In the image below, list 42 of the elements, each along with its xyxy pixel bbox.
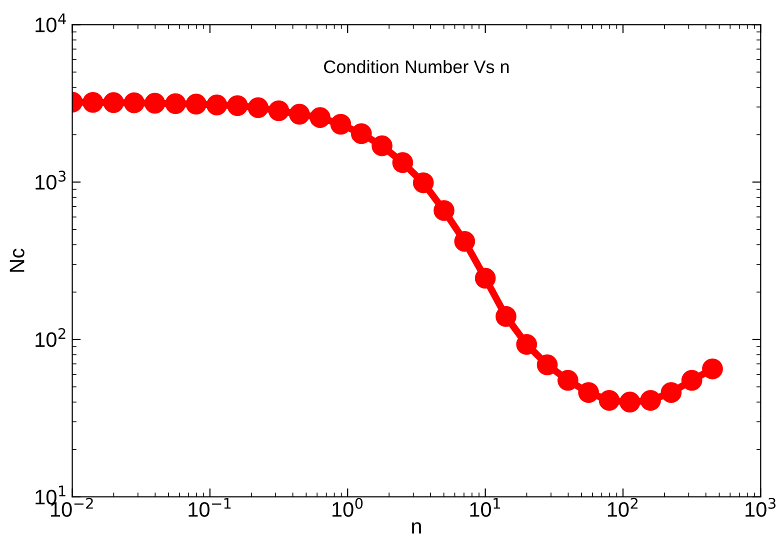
x-tick-label: 10$^{0}$ [332,498,363,517]
x-axis-title: n [412,522,421,534]
y-tick-label: 10$^{2}$ [36,328,66,348]
point [227,95,248,116]
point [103,92,124,113]
y-tick-label: 10$^{3}$ [36,170,66,190]
point [474,268,496,289]
point [454,230,476,252]
y-axis-title: Nc [10,248,24,272]
point [681,370,702,391]
point [640,390,661,411]
point [412,172,434,194]
point [82,92,104,113]
point [186,94,207,115]
x-tick-label: 10$^{3}$ [746,498,776,517]
point [310,107,331,128]
x-tick-label: 10$^{2}$ [608,498,638,517]
x-tick-label: 10$^{1}$ [470,498,500,517]
point [516,334,538,355]
point [330,114,352,135]
point [248,97,269,118]
point [434,200,454,221]
point [392,152,414,174]
point [144,92,166,114]
point [619,392,640,413]
point [536,354,558,376]
text: Condition Number Vs n [324,60,509,74]
point [578,382,599,403]
point [350,123,372,144]
point [165,93,186,114]
point [496,306,516,327]
x-tick-label: 10$^{−1}$ [188,498,231,517]
point [124,92,145,114]
point [558,370,578,391]
point [372,135,392,156]
point [702,358,723,380]
point [289,104,310,125]
point [268,100,290,122]
point [598,390,620,411]
point [206,94,228,116]
point [660,382,682,403]
y-tick-label: 10$^{4}$ [36,14,66,32]
